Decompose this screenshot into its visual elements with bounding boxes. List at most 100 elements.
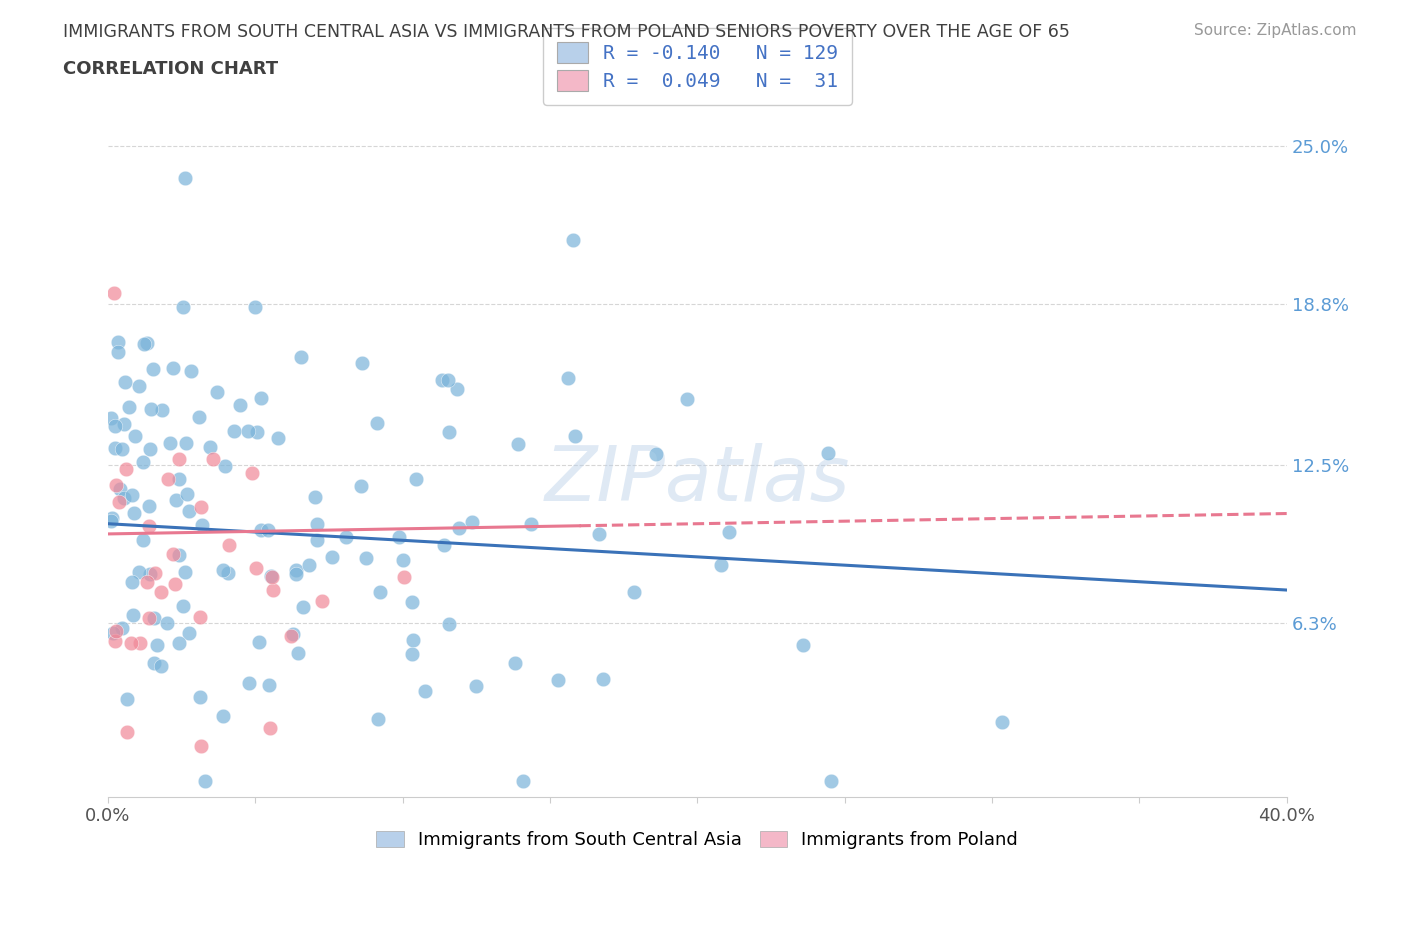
Point	[588, 526, 610, 541]
Point	[101, 511, 124, 525]
Point	[218, 538, 240, 552]
Point	[167, 472, 190, 486]
Point	[115, 692, 138, 707]
Point	[179, 625, 201, 640]
Point	[238, 423, 260, 438]
Point	[139, 566, 162, 581]
Point	[198, 440, 221, 455]
Point	[623, 585, 645, 600]
Point	[143, 565, 166, 580]
Point	[267, 431, 290, 445]
Point	[139, 402, 162, 417]
Point	[180, 364, 202, 379]
Point	[120, 635, 142, 650]
Point	[512, 774, 534, 789]
Point	[520, 516, 543, 531]
Point	[190, 738, 212, 753]
Point	[157, 472, 180, 486]
Point	[243, 299, 266, 314]
Point	[191, 518, 214, 533]
Point	[111, 620, 134, 635]
Point	[461, 514, 484, 529]
Point	[503, 656, 526, 671]
Point	[285, 563, 308, 578]
Point	[150, 403, 173, 418]
Point	[257, 523, 280, 538]
Point	[214, 458, 236, 473]
Point	[405, 472, 427, 486]
Point	[132, 454, 155, 469]
Point	[107, 345, 129, 360]
Point	[128, 565, 150, 579]
Point	[717, 525, 740, 539]
Point	[792, 637, 814, 652]
Point	[449, 521, 471, 536]
Point	[592, 671, 614, 686]
Point	[135, 575, 157, 590]
Point	[103, 418, 125, 433]
Point	[138, 610, 160, 625]
Point	[138, 519, 160, 534]
Point	[142, 655, 165, 670]
Point	[307, 533, 329, 548]
Point	[259, 721, 281, 736]
Point	[110, 482, 132, 497]
Point	[173, 170, 195, 185]
Point	[675, 392, 697, 406]
Point	[321, 550, 343, 565]
Point	[107, 495, 129, 510]
Point	[146, 638, 169, 653]
Point	[437, 424, 460, 439]
Point	[284, 567, 307, 582]
Point	[222, 423, 245, 438]
Point	[249, 634, 271, 649]
Point	[107, 334, 129, 349]
Point	[150, 658, 173, 673]
Point	[259, 677, 281, 692]
Point	[991, 715, 1014, 730]
Point	[238, 676, 260, 691]
Point	[118, 400, 141, 415]
Point	[547, 673, 569, 688]
Point	[159, 435, 181, 450]
Point	[142, 362, 165, 377]
Point	[142, 610, 165, 625]
Point	[432, 373, 454, 388]
Point	[104, 633, 127, 648]
Point	[366, 415, 388, 430]
Point	[201, 451, 224, 466]
Point	[564, 428, 586, 443]
Point	[260, 569, 283, 584]
Point	[114, 461, 136, 476]
Point	[817, 445, 839, 460]
Point	[112, 417, 135, 432]
Point	[167, 452, 190, 467]
Point	[246, 425, 269, 440]
Point	[212, 709, 235, 724]
Point	[122, 505, 145, 520]
Point	[437, 617, 460, 631]
Point	[280, 629, 302, 644]
Point	[167, 548, 190, 563]
Point	[100, 513, 122, 528]
Point	[194, 774, 217, 789]
Point	[820, 774, 842, 789]
Point	[249, 391, 271, 405]
Point	[401, 647, 423, 662]
Point	[114, 375, 136, 390]
Point	[105, 624, 128, 639]
Text: Source: ZipAtlas.com: Source: ZipAtlas.com	[1194, 23, 1357, 38]
Point	[262, 583, 284, 598]
Point	[104, 478, 127, 493]
Point	[162, 547, 184, 562]
Point	[292, 599, 315, 614]
Point	[354, 551, 377, 565]
Point	[110, 442, 132, 457]
Point	[124, 429, 146, 444]
Point	[100, 411, 122, 426]
Point	[229, 397, 252, 412]
Point	[172, 299, 194, 314]
Point	[212, 563, 235, 578]
Point	[117, 724, 139, 739]
Point	[240, 466, 263, 481]
